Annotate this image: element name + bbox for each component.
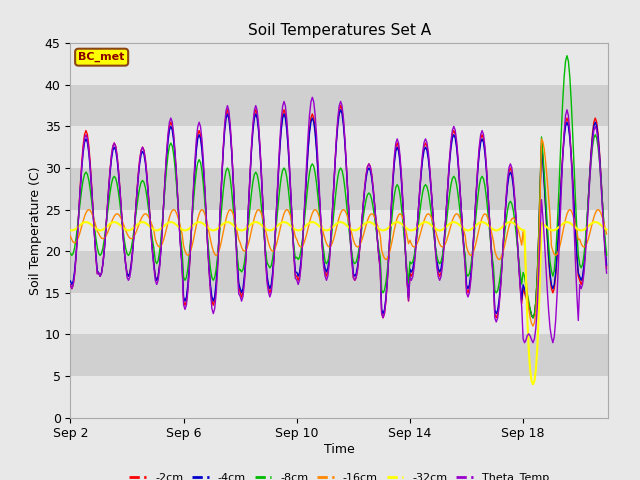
Y-axis label: Soil Temperature (C): Soil Temperature (C) [29, 166, 42, 295]
Legend: -2cm, -4cm, -8cm, -16cm, -32cm, Theta_Temp: -2cm, -4cm, -8cm, -16cm, -32cm, Theta_Te… [125, 468, 554, 480]
Bar [70, 335, 608, 376]
Bar [70, 293, 608, 335]
Bar [70, 210, 608, 251]
Text: BC_met: BC_met [79, 52, 125, 62]
Bar [70, 251, 608, 293]
Bar [70, 168, 608, 210]
Bar [70, 85, 608, 126]
Bar [70, 126, 608, 168]
Bar [70, 376, 608, 418]
X-axis label: Time: Time [324, 443, 355, 456]
Title: Soil Temperatures Set A: Soil Temperatures Set A [248, 23, 431, 38]
Bar [70, 43, 608, 85]
